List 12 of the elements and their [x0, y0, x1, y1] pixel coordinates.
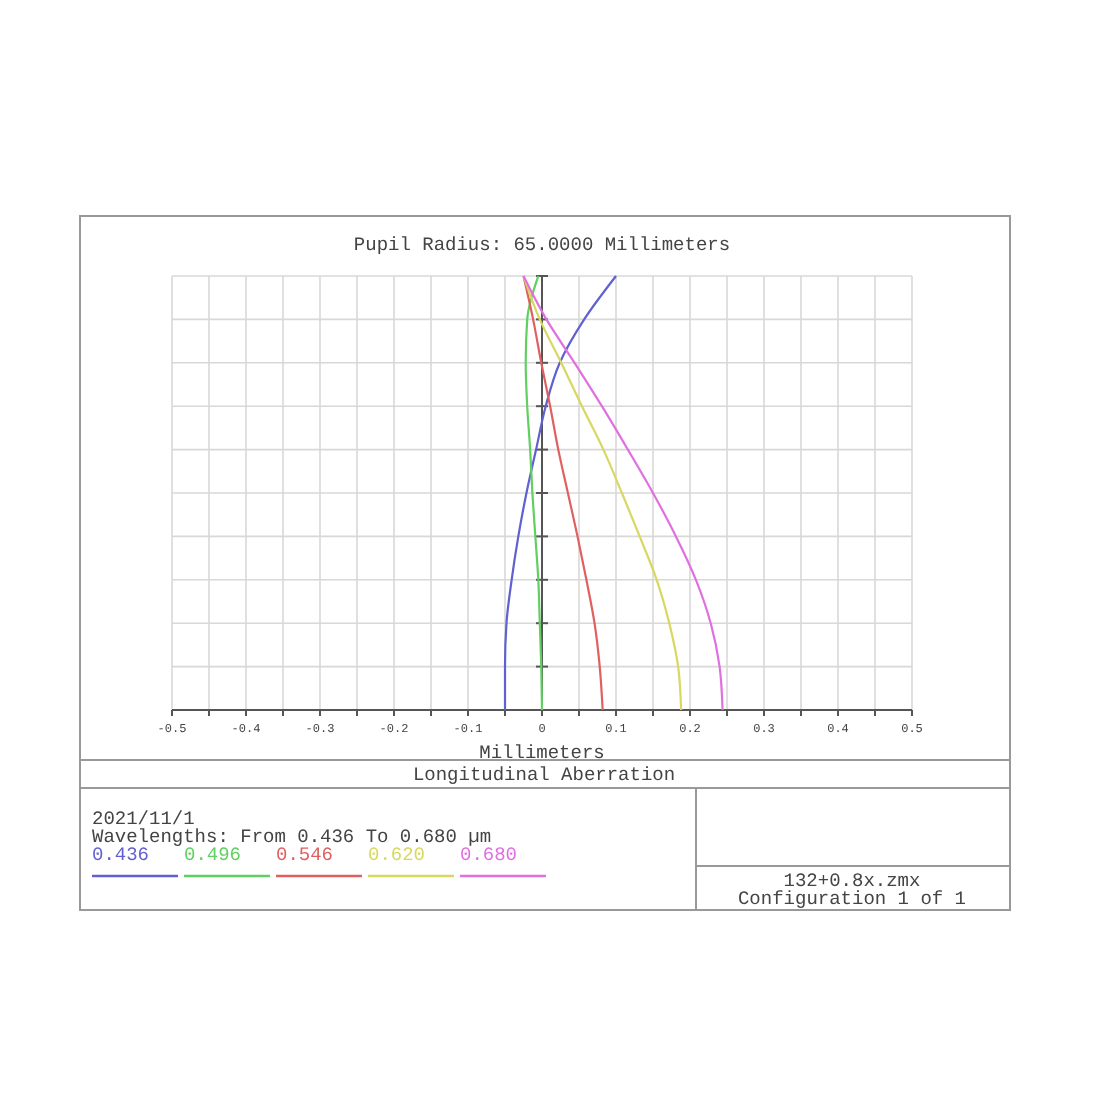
chart-subtitle: Pupil Radius: 65.0000 Millimeters: [353, 234, 731, 256]
text: Wavelengths: From 0.436 To 0.680 µm: [92, 826, 492, 848]
text: 0.436: [92, 844, 150, 866]
text: Longitudinal Aberration: [412, 764, 676, 786]
text: 2021/11/1: [92, 808, 196, 830]
text: 132+0.8x.zmx: [783, 870, 921, 892]
text: 0.620: [368, 844, 426, 866]
x-axis-title: Millimeters: [479, 742, 605, 764]
text: 0.680: [460, 844, 518, 866]
text: Configuration 1 of 1: [737, 888, 967, 910]
text: 0.546: [276, 844, 334, 866]
text: 0.496: [184, 844, 242, 866]
